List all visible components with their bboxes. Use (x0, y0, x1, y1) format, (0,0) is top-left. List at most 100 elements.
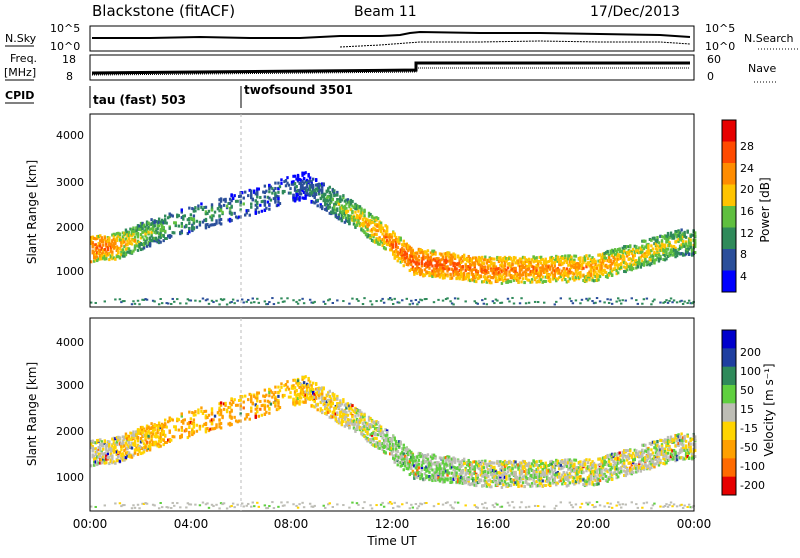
velocity-echo-cell (150, 436, 153, 440)
power-echo-cell (133, 238, 137, 242)
power-echo-cell (659, 254, 662, 258)
power-echo-cell (242, 196, 245, 200)
power-echo-cell (123, 240, 126, 244)
power-echo-cell (401, 243, 404, 247)
power-echo-cell (571, 302, 575, 305)
power-echo-cell (248, 188, 251, 192)
power-ytick-4000: 4000 (56, 129, 84, 142)
power-echo-cell (331, 198, 334, 202)
velocity-echo-cell (408, 451, 412, 455)
velocity-echo-cell (191, 411, 194, 415)
power-echo-cell (333, 205, 336, 209)
power-echo-cell (348, 205, 351, 209)
velocity-echo-cell (204, 423, 208, 427)
power-echo-cell (666, 235, 670, 239)
velocity-echo-cell (157, 424, 161, 428)
power-echo-cell (645, 246, 649, 250)
power-echo-cell (165, 302, 168, 305)
power-echo-cell (388, 296, 392, 299)
velocity-echo-cell (351, 404, 354, 408)
velocity-echo-cell (343, 416, 347, 420)
power-echo-cell (345, 202, 348, 206)
power-echo-cell (102, 238, 105, 242)
velocity-echo-cell (141, 431, 144, 435)
power-echo-cell (632, 267, 635, 271)
velocity-echo-cell (343, 410, 347, 414)
velocity-echo-cell (304, 390, 307, 394)
power-echo-cell (521, 255, 525, 259)
velocity-echo-cell (90, 442, 93, 446)
power-echo-cell (242, 301, 245, 304)
power-echo-cell (325, 202, 328, 206)
power-echo-cell (337, 217, 341, 221)
velocity-echo-cell (373, 423, 377, 427)
velocity-echo-cell (311, 391, 315, 395)
velocity-echo-cell (151, 430, 155, 434)
power-echo-cell (419, 248, 422, 252)
power-echo-cell (136, 227, 140, 231)
power-echo-cell (562, 274, 566, 278)
velocity-echo-cell (393, 454, 396, 458)
power-echo-cell (618, 254, 621, 258)
power-echo-cell (574, 299, 578, 302)
power-echo-cell (550, 262, 553, 266)
power-echo-cell (292, 180, 295, 184)
power-echo-cell (321, 188, 324, 192)
power-echo-cell (407, 249, 410, 253)
power-echo-cell (192, 221, 196, 225)
velocity-echo-cell (177, 418, 180, 422)
power-echo-cell (272, 197, 276, 201)
power-echo-cell (114, 245, 117, 249)
power-echo-cell (603, 253, 606, 257)
power-echo-cell (502, 256, 505, 260)
velocity-echo-cell (130, 434, 134, 438)
power-echo-cell (594, 270, 597, 274)
power-echo-cell (330, 193, 333, 197)
power-echo-cell (151, 226, 155, 230)
power-echo-cell (147, 230, 150, 234)
power-echo-cell (204, 219, 208, 223)
power-echo-cell (536, 264, 540, 268)
velocity-echo-cell (395, 441, 398, 445)
power-echo-cell (372, 216, 375, 220)
power-echo-cell (145, 220, 149, 224)
power-echo-cell (535, 280, 538, 284)
power-echo-cell (263, 184, 267, 188)
freq-tick-high: 18 (62, 53, 76, 66)
power-echo-cell (509, 280, 513, 284)
velocity-echo-cell (145, 448, 149, 452)
velocity-echo-cell (112, 450, 116, 454)
power-echo-cell (568, 263, 572, 267)
power-echo-cell (376, 240, 380, 244)
power-echo-cell (591, 278, 594, 282)
power-echo-cell (411, 256, 415, 260)
power-echo-cell (340, 210, 344, 214)
power-echo-cell (570, 300, 573, 303)
power-echo-cell (339, 211, 342, 215)
velocity-echo-cell (204, 427, 208, 431)
power-echo-cell (623, 257, 626, 261)
power-echo-cell (671, 253, 674, 257)
velocity-echo-cell (236, 420, 239, 424)
velocity-echo-cell (387, 447, 390, 451)
power-echo-cell (402, 258, 405, 262)
velocity-echo-cell (372, 437, 375, 441)
power-echo-cell (444, 252, 448, 256)
power-echo-cell (404, 244, 407, 248)
power-echo-cell (469, 279, 472, 283)
power-echo-cell (325, 196, 328, 200)
power-echo-cell (598, 270, 602, 274)
power-echo-cell (287, 183, 291, 187)
power-echo-cell (546, 273, 549, 277)
velocity-echo-cell (363, 435, 366, 439)
power-echo-cell (565, 271, 569, 275)
velocity-echo-cell (204, 414, 208, 418)
velocity-echo-cell (302, 506, 306, 509)
velocity-echo-cell (331, 402, 334, 406)
velocity-echo-cell (118, 442, 122, 446)
velocity-echo-cell (105, 446, 108, 450)
power-echo-cell (311, 194, 315, 198)
power-echo-cell (508, 279, 511, 283)
power-echo-cell (311, 183, 315, 187)
power-echo-cell (567, 273, 570, 277)
